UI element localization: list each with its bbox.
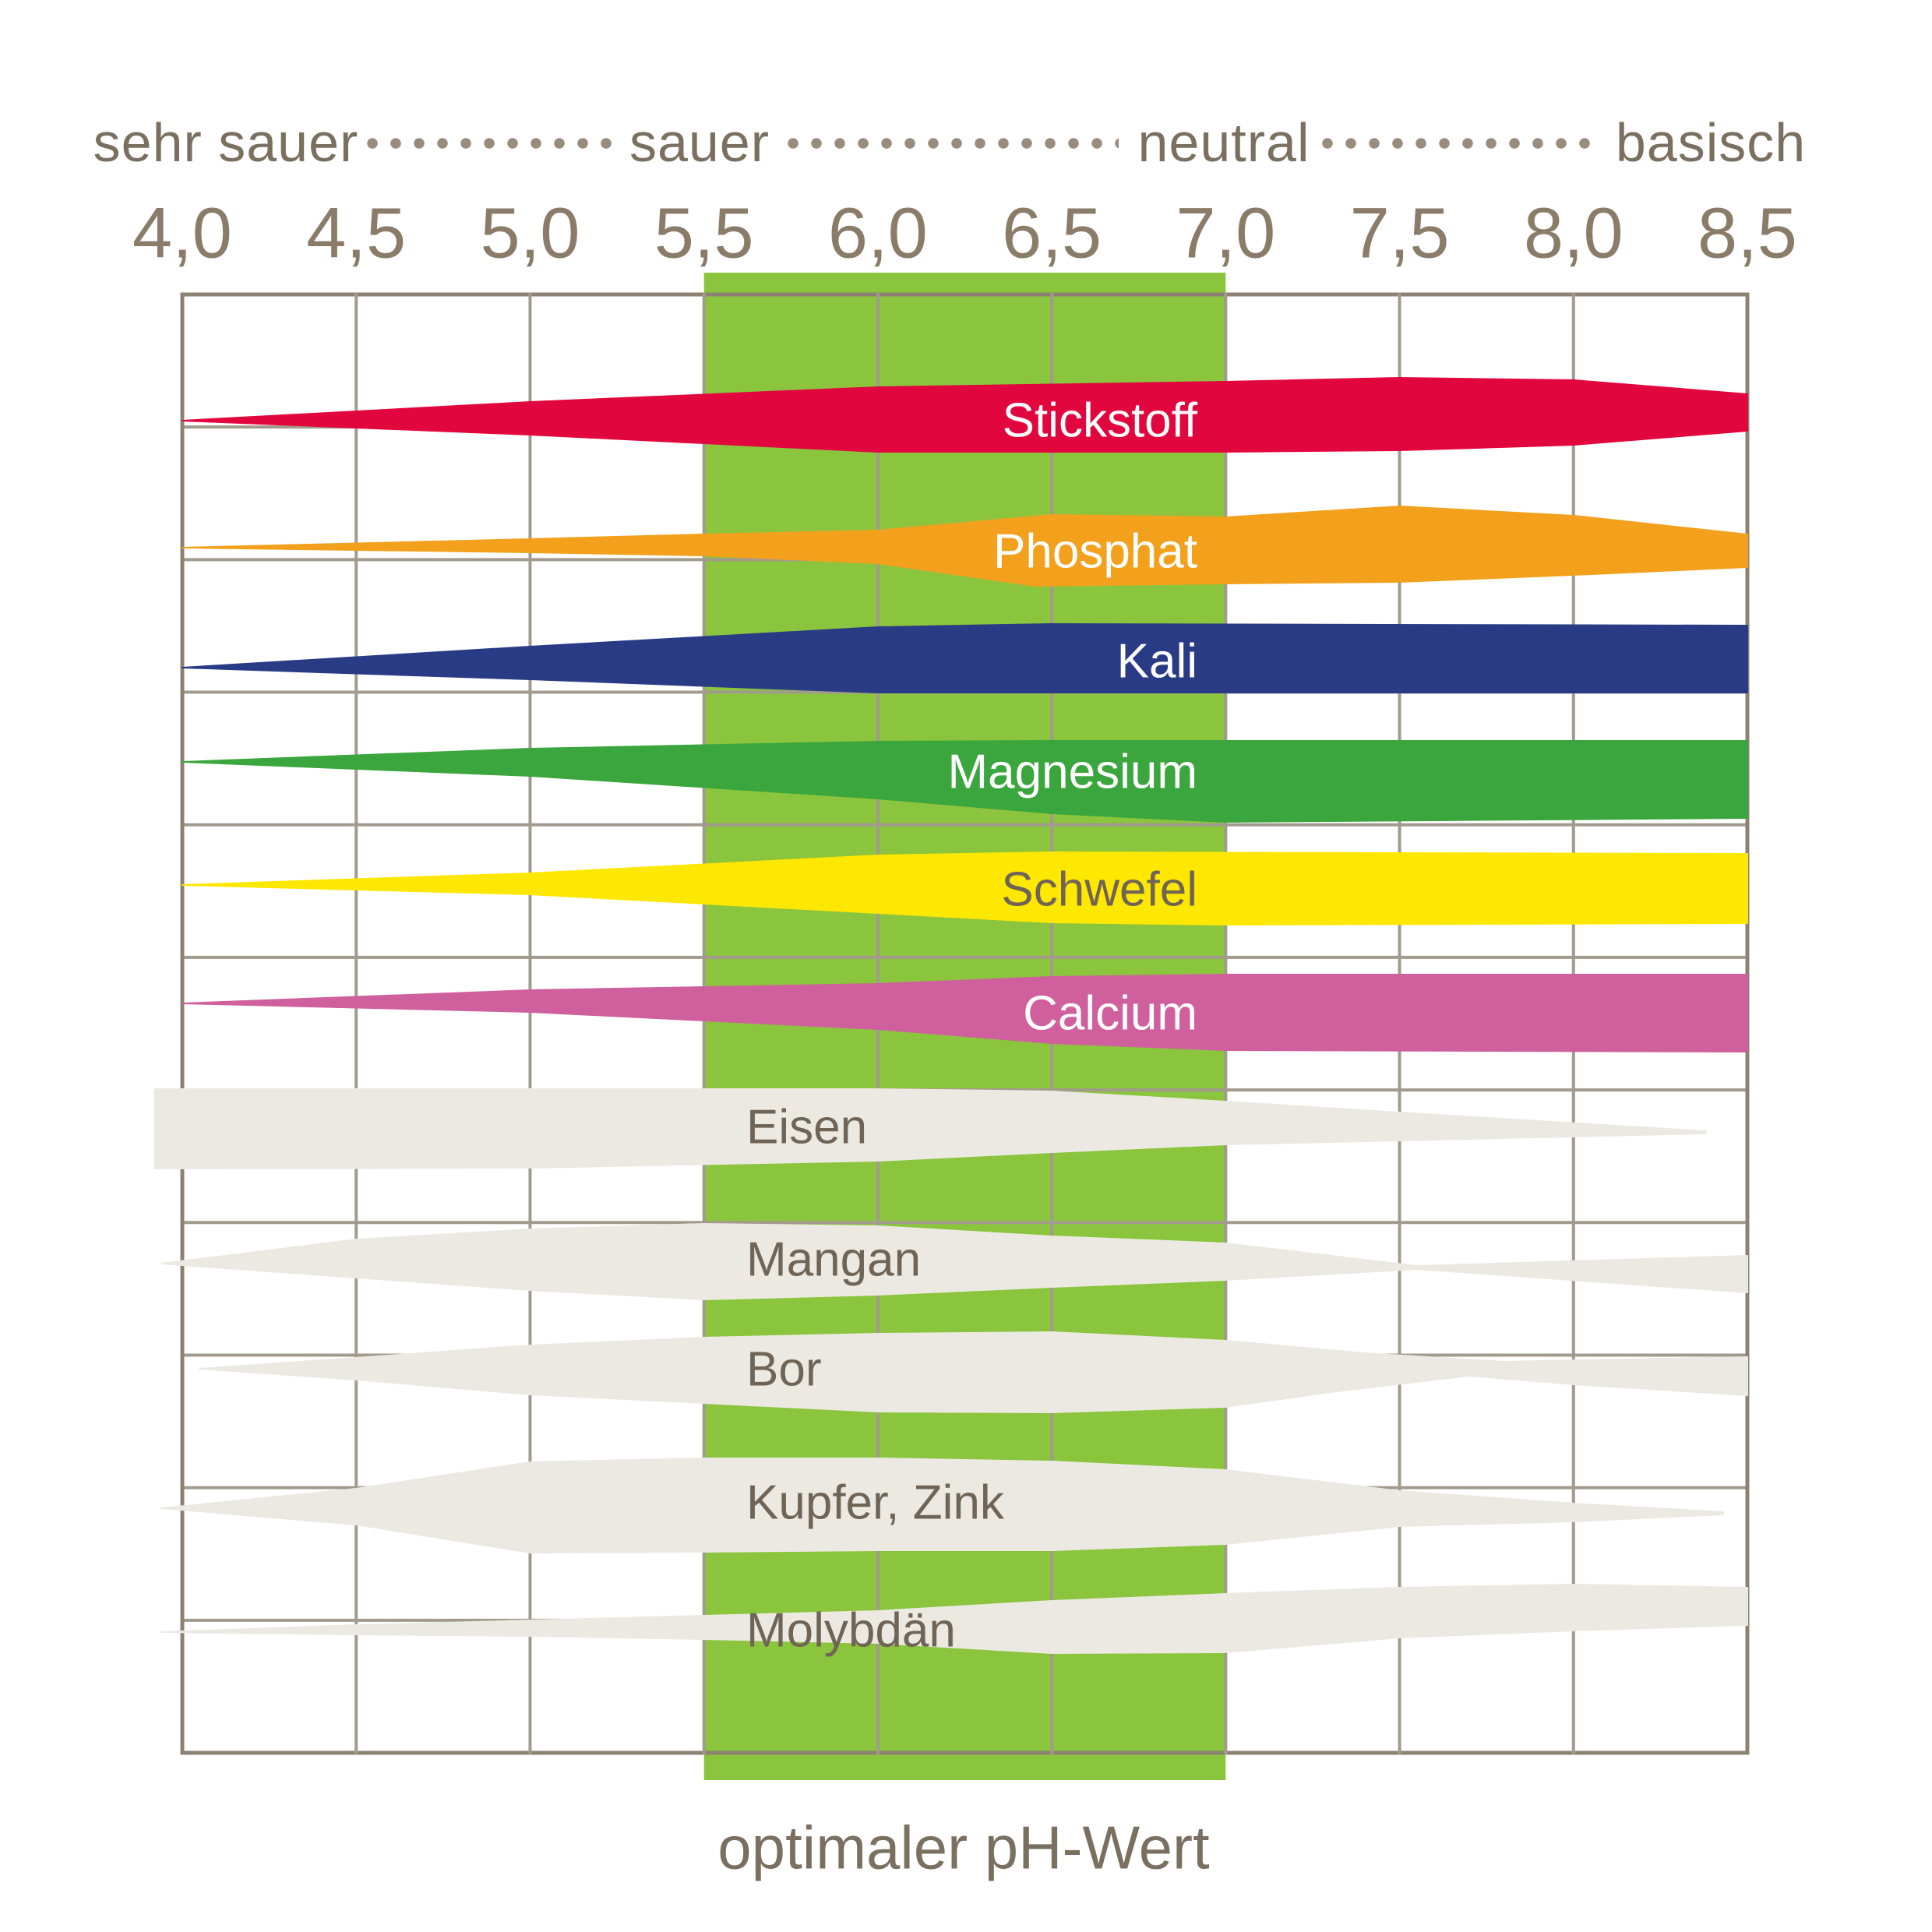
ribbon-label-molybd-n: Molybdän bbox=[746, 1604, 956, 1658]
ribbon-phosphat bbox=[182, 506, 1748, 587]
ribbon-label-mangan: Mangan bbox=[746, 1233, 921, 1287]
acidity-label-sauer: sauer bbox=[629, 112, 770, 173]
ribbon-schwefel bbox=[182, 851, 1748, 925]
ribbon-label-schwefel: Schwefel bbox=[1001, 863, 1197, 917]
acidity-label-sehr-sauer: sehr sauer bbox=[93, 112, 359, 173]
acidity-label-neutral: neutral bbox=[1137, 112, 1310, 173]
ribbon-label-eisen: Eisen bbox=[746, 1101, 867, 1155]
ph-tick-8-5: 8,5 bbox=[1698, 193, 1797, 273]
ribbon-label-magnesium: Magnesium bbox=[948, 746, 1197, 799]
ribbon-kupfer-zink bbox=[160, 1458, 1724, 1553]
ribbon-mangan bbox=[160, 1223, 1748, 1300]
ph-tick-6-5: 6,5 bbox=[1002, 193, 1102, 273]
ph-tick-7-0: 7,0 bbox=[1176, 193, 1276, 273]
ribbon-kali bbox=[182, 623, 1748, 693]
ribbon-stickstoff bbox=[182, 377, 1748, 453]
ribbon-magnesium bbox=[182, 740, 1748, 823]
dotted-separator bbox=[787, 137, 1119, 150]
ribbon-label-phosphat: Phosphat bbox=[993, 525, 1197, 579]
ribbon-label-kupfer-zink: Kupfer, Zink bbox=[746, 1476, 1005, 1530]
ph-tick-8-0: 8,0 bbox=[1523, 193, 1624, 273]
ph-tick-4-5: 4,5 bbox=[306, 193, 407, 273]
ph-tick-4-0: 4,0 bbox=[132, 193, 232, 273]
ribbon-calcium bbox=[182, 974, 1748, 1052]
dotted-separator bbox=[366, 137, 623, 150]
ribbon-eisen bbox=[153, 1088, 1707, 1169]
dotted-separator bbox=[1321, 137, 1602, 150]
ph-tick-6-0: 6,0 bbox=[827, 193, 928, 273]
ph-tick-5-5: 5,5 bbox=[654, 193, 754, 273]
ph-tick-5-0: 5,0 bbox=[480, 193, 580, 273]
acidity-label-basisch: basisch bbox=[1615, 112, 1807, 173]
ribbon-label-calcium: Calcium bbox=[1023, 987, 1197, 1041]
ph-tick-7-5: 7,5 bbox=[1349, 193, 1450, 273]
optimal-ph-label: optimaler pH-Wert bbox=[717, 1813, 1210, 1882]
ribbon-label-kali: Kali bbox=[1117, 635, 1197, 689]
ribbon-molybd-n bbox=[160, 1584, 1748, 1654]
ribbon-label-bor: Bor bbox=[746, 1343, 821, 1397]
ribbon-label-stickstoff: Stickstoff bbox=[1003, 394, 1198, 448]
ribbon-bor bbox=[199, 1331, 1748, 1413]
